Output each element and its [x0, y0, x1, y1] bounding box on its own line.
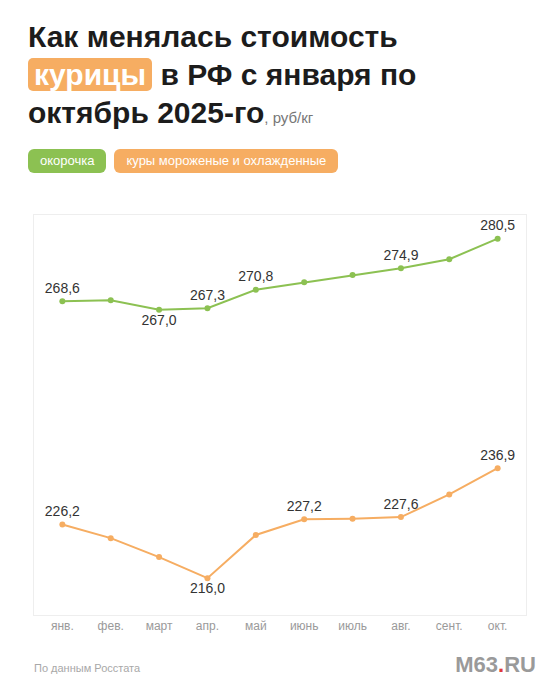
html-text:По данным Росстата: По данным Росстата: [34, 662, 141, 674]
svg-text:270,8: 270,8: [238, 268, 273, 284]
html-text:окорочка: окорочка: [40, 153, 95, 168]
svg-text:март: март: [146, 619, 173, 633]
svg-text:226,2: 226,2: [45, 503, 80, 519]
svg-text:216,0: 216,0: [190, 580, 225, 596]
svg-text:сент.: сент.: [436, 619, 463, 633]
svg-text:227,6: 227,6: [383, 496, 418, 512]
svg-text:янв.: янв.: [51, 619, 74, 633]
html-text:M63. RU: M63. RU: [455, 652, 536, 677]
svg-text:236,9: 236,9: [480, 447, 515, 463]
html-text:куры мороженые и охлажденные: куры мороженые и охлажденные: [126, 153, 327, 168]
svg-text:268,6: 268,6: [45, 280, 80, 296]
svg-text:окт.: окт.: [488, 619, 508, 633]
html-text:Как менялась стоимость: Как менялась стоимость: [28, 20, 398, 53]
svg-text:274,9: 274,9: [383, 247, 418, 263]
svg-text:267,3: 267,3: [190, 287, 225, 303]
svg-text:июль: июль: [338, 619, 367, 633]
svg-text:267,0: 267,0: [142, 312, 177, 328]
svg-text:фев.: фев.: [98, 619, 124, 633]
svg-text:авг.: авг.: [391, 619, 410, 633]
svg-text:227,2: 227,2: [287, 498, 322, 514]
svg-text:апр.: апр.: [196, 619, 219, 633]
html-text:курицы в РФ с января по октябр: курицы в РФ с января по октябрь 2025-го,…: [28, 58, 417, 129]
svg-text:июнь: июнь: [290, 619, 319, 633]
svg-text:май: май: [245, 619, 267, 633]
svg-text:280,5: 280,5: [480, 217, 515, 233]
